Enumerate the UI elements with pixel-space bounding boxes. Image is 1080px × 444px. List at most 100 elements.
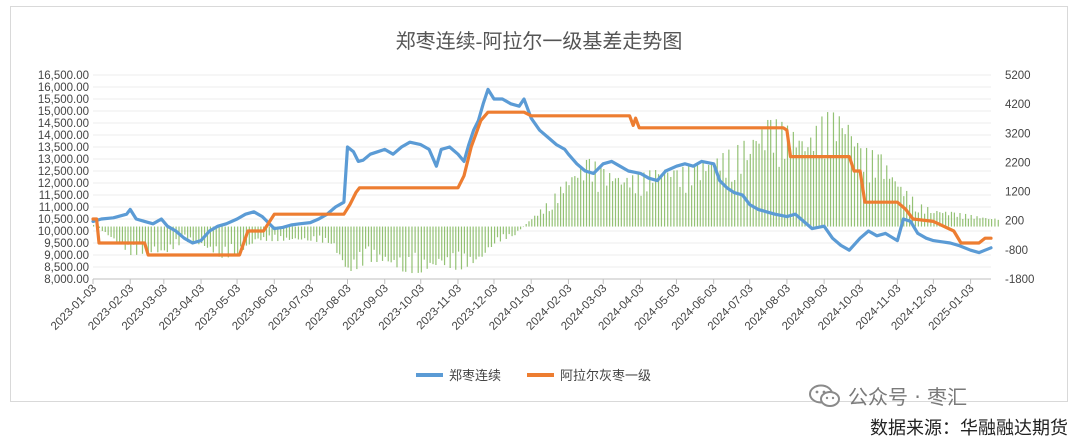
basis-bar: [300, 226, 303, 240]
basis-bar: [609, 173, 611, 227]
basis-bar: [710, 162, 713, 227]
right-tick-label: 2200: [1005, 157, 1031, 169]
basis-bar: [113, 226, 115, 239]
x-axis: 2023-01-032023-02-032023-03-032023-04-03…: [49, 278, 991, 333]
basis-bar: [956, 216, 958, 227]
basis-bar: [594, 161, 596, 227]
basis-bar: [505, 226, 507, 239]
basis-bar: [970, 214, 972, 227]
basis-bar: [531, 219, 533, 227]
basis-bar: [362, 226, 364, 266]
basis-bar: [218, 226, 220, 257]
basis-bar: [539, 209, 542, 227]
basis-bar: [184, 226, 186, 235]
basis-bar: [452, 226, 454, 254]
basis-bar: [976, 216, 978, 227]
basis-bar: [643, 172, 645, 227]
price-lines: [91, 87, 993, 257]
basis-bar: [478, 226, 480, 257]
basis-bar: [945, 211, 947, 227]
basis-bar: [221, 226, 223, 258]
right-tick-label: 5200: [1005, 70, 1031, 82]
basis-bar: [646, 191, 648, 227]
basis-bar: [187, 226, 189, 243]
basis-bar: [381, 226, 384, 261]
basis-bar: [597, 191, 599, 227]
right-tick-label: 200: [1005, 216, 1024, 228]
basis-bar: [927, 207, 929, 227]
basis-bar: [920, 204, 923, 227]
basis-bar: [417, 226, 419, 273]
basis-bar: [390, 226, 392, 263]
basis-bars: [93, 112, 999, 274]
basis-bar: [373, 226, 375, 250]
basis-bar: [705, 171, 707, 227]
basis-bar: [770, 119, 772, 227]
basis-bar: [815, 125, 817, 227]
basis-bar: [640, 195, 642, 227]
basis-bar: [230, 226, 233, 244]
basis-bar: [886, 165, 888, 227]
basis-bar: [939, 212, 941, 227]
basis-bar: [824, 158, 826, 227]
basis-bar: [310, 226, 312, 241]
basis-bar: [376, 226, 378, 262]
basis-bar: [962, 219, 964, 227]
basis-bar: [124, 226, 126, 250]
left-tick-label: 8,500.00: [44, 262, 89, 274]
basis-bar: [339, 226, 341, 255]
basis-bar: [522, 226, 524, 228]
basis-bar: [652, 182, 654, 227]
basis-bar: [585, 159, 588, 227]
basis-bar: [953, 212, 955, 227]
basis-bar: [679, 186, 681, 227]
basis-bar: [850, 136, 852, 227]
basis-bar: [370, 226, 372, 262]
basis-bar: [551, 209, 553, 227]
basis-bar: [731, 181, 733, 227]
basis-bar: [138, 226, 141, 243]
basis-bar: [508, 226, 510, 235]
basis-bar: [353, 226, 355, 260]
basis-bar: [274, 226, 276, 235]
basis-bar: [868, 182, 871, 227]
basis-bar: [577, 177, 579, 227]
basis-bar: [201, 226, 203, 244]
basis-bar: [519, 226, 522, 230]
basis-bar: [133, 226, 135, 245]
basis-bar: [446, 226, 448, 258]
basis-bar: [319, 226, 321, 236]
basis-bar: [239, 226, 242, 247]
basis-bar: [327, 226, 329, 243]
basis-bar: [775, 119, 777, 227]
basis-bar: [792, 131, 794, 227]
basis-bar: [832, 112, 835, 227]
basis-bar: [169, 226, 171, 245]
basis-bar: [475, 226, 477, 260]
basis-bar: [116, 226, 118, 242]
basis-bar: [104, 226, 106, 233]
basis-bar: [767, 119, 769, 227]
basis-bar: [655, 170, 657, 227]
basis-bar: [752, 139, 754, 227]
basis-bar: [807, 147, 809, 227]
basis-bar: [988, 219, 990, 227]
basis-bar: [251, 226, 253, 244]
right-tick-label: 4200: [1005, 99, 1031, 111]
basis-bar: [702, 162, 704, 227]
basis-bar: [399, 226, 401, 258]
basis-bar: [603, 169, 605, 227]
basis-bar: [514, 226, 516, 236]
basis-bar: [166, 226, 168, 253]
basis-bar: [499, 226, 502, 242]
basis-bar: [947, 215, 950, 227]
basis-bar: [798, 140, 800, 227]
basis-bar: [696, 163, 699, 227]
basis-bar: [565, 181, 567, 227]
basis-bar: [982, 217, 984, 227]
basis-bar: [344, 226, 346, 267]
basis-bar: [629, 187, 631, 227]
basis-bar: [285, 226, 288, 238]
basis-bar: [98, 226, 101, 228]
basis-bar: [160, 226, 162, 251]
